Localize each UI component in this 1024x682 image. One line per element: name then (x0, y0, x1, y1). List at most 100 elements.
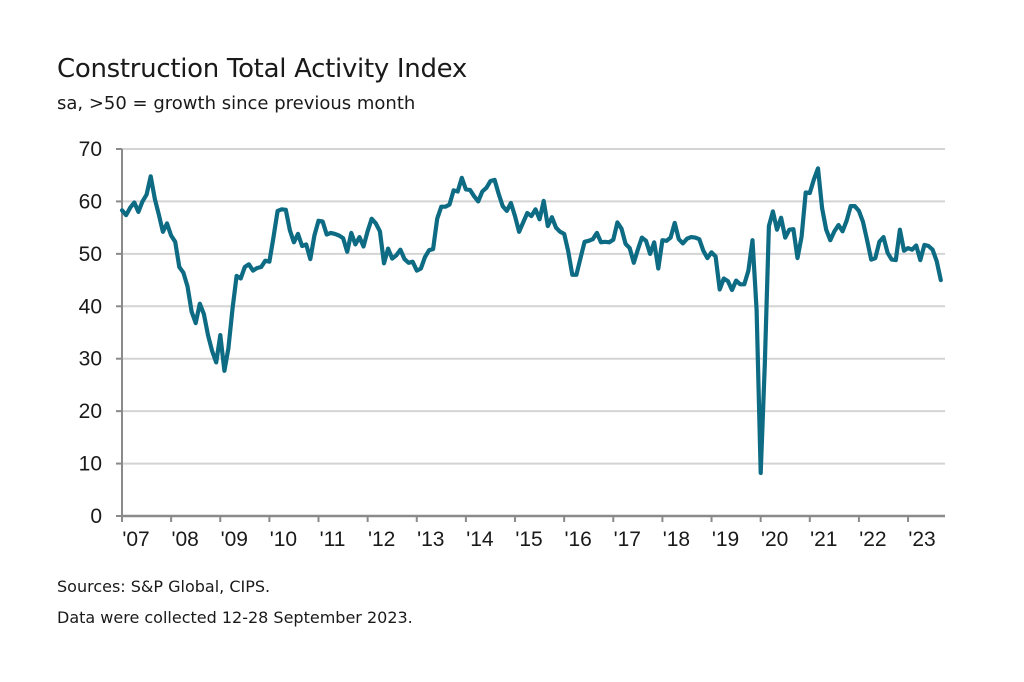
data-point (784, 236, 787, 239)
x-tick-label: '07 (122, 528, 149, 551)
data-point (522, 221, 525, 224)
data-point (149, 175, 152, 178)
data-point (518, 230, 521, 233)
data-point (227, 347, 230, 350)
data-point (747, 269, 750, 272)
data-point (174, 240, 177, 243)
data-point (874, 257, 877, 260)
data-point (563, 232, 566, 235)
data-point (669, 236, 672, 239)
data-point (894, 259, 897, 262)
data-point (407, 261, 410, 264)
data-point (530, 215, 533, 218)
data-point (906, 247, 909, 250)
x-tick-label: '22 (859, 528, 886, 551)
data-point (452, 189, 455, 192)
data-point (448, 203, 451, 206)
data-point (792, 228, 795, 231)
x-tick-label: '16 (564, 528, 591, 551)
data-point (399, 248, 402, 251)
series-line (119, 166, 943, 476)
data-point (829, 239, 832, 242)
data-point (125, 214, 128, 217)
data-point (735, 279, 738, 282)
data-point (342, 237, 345, 240)
data-point (546, 225, 549, 228)
data-point (825, 228, 828, 231)
data-point (305, 243, 308, 246)
data-point (133, 201, 136, 204)
data-point (223, 369, 226, 372)
data-point (853, 205, 856, 208)
x-tick-label: '15 (515, 528, 542, 551)
data-point (649, 252, 652, 255)
data-point (559, 230, 562, 233)
data-point (702, 249, 705, 252)
data-point (550, 216, 553, 219)
data-point (165, 222, 168, 225)
x-tick-label: '17 (614, 528, 641, 551)
data-point (272, 236, 275, 239)
x-tick-label: '09 (221, 528, 248, 551)
y-tick-label: 70 (79, 138, 102, 161)
data-point (636, 248, 639, 251)
data-point (698, 238, 701, 241)
data-point (775, 228, 778, 231)
data-point (653, 241, 656, 244)
data-point (624, 242, 627, 245)
x-tick-label: '23 (908, 528, 935, 551)
data-point (141, 200, 144, 203)
x-tick-label: '21 (810, 528, 837, 551)
data-point (808, 191, 811, 194)
y-tick-label: 0 (90, 505, 102, 528)
data-point (346, 250, 349, 253)
data-point (923, 243, 926, 246)
data-point (137, 210, 140, 213)
data-point (161, 230, 164, 233)
data-point (284, 208, 287, 211)
data-point (325, 233, 328, 236)
data-point (591, 238, 594, 241)
data-point (866, 239, 869, 242)
data-point (722, 277, 725, 280)
data-point (771, 210, 774, 213)
data-point (202, 313, 205, 316)
x-tick-label: '19 (712, 528, 739, 551)
data-point (153, 197, 156, 200)
data-point (247, 263, 250, 266)
data-point (939, 279, 942, 282)
x-tick-label: '13 (417, 528, 444, 551)
data-point (378, 230, 381, 233)
data-point (329, 231, 332, 234)
data-point (366, 230, 369, 233)
data-point (898, 228, 901, 231)
data-point (542, 199, 545, 202)
data-point (579, 257, 582, 260)
data-point (419, 267, 422, 270)
data-point (350, 231, 353, 234)
data-point (694, 236, 697, 239)
data-point (251, 269, 254, 272)
data-point (444, 205, 447, 208)
data-point (890, 258, 893, 261)
data-point (681, 242, 684, 245)
data-point (763, 363, 766, 366)
data-point (644, 239, 647, 242)
data-point (710, 251, 713, 254)
data-point (403, 258, 406, 261)
data-point (186, 285, 189, 288)
y-tick-label: 40 (79, 295, 102, 318)
data-point (296, 232, 299, 235)
data-point (513, 215, 516, 218)
data-point (616, 221, 619, 224)
data-point (481, 190, 484, 193)
data-point (288, 229, 291, 232)
data-point (509, 201, 512, 204)
data-point (129, 206, 132, 209)
data-point (415, 269, 418, 272)
x-tick-labels: '07 '08 '09 '10 '11 '12 '13 '14 '15 '16 '17 '18 '19 '… (122, 528, 935, 551)
data-point (730, 288, 733, 291)
x-tick-label: '08 (171, 528, 198, 551)
data-point (812, 178, 815, 181)
data-point (755, 308, 758, 311)
